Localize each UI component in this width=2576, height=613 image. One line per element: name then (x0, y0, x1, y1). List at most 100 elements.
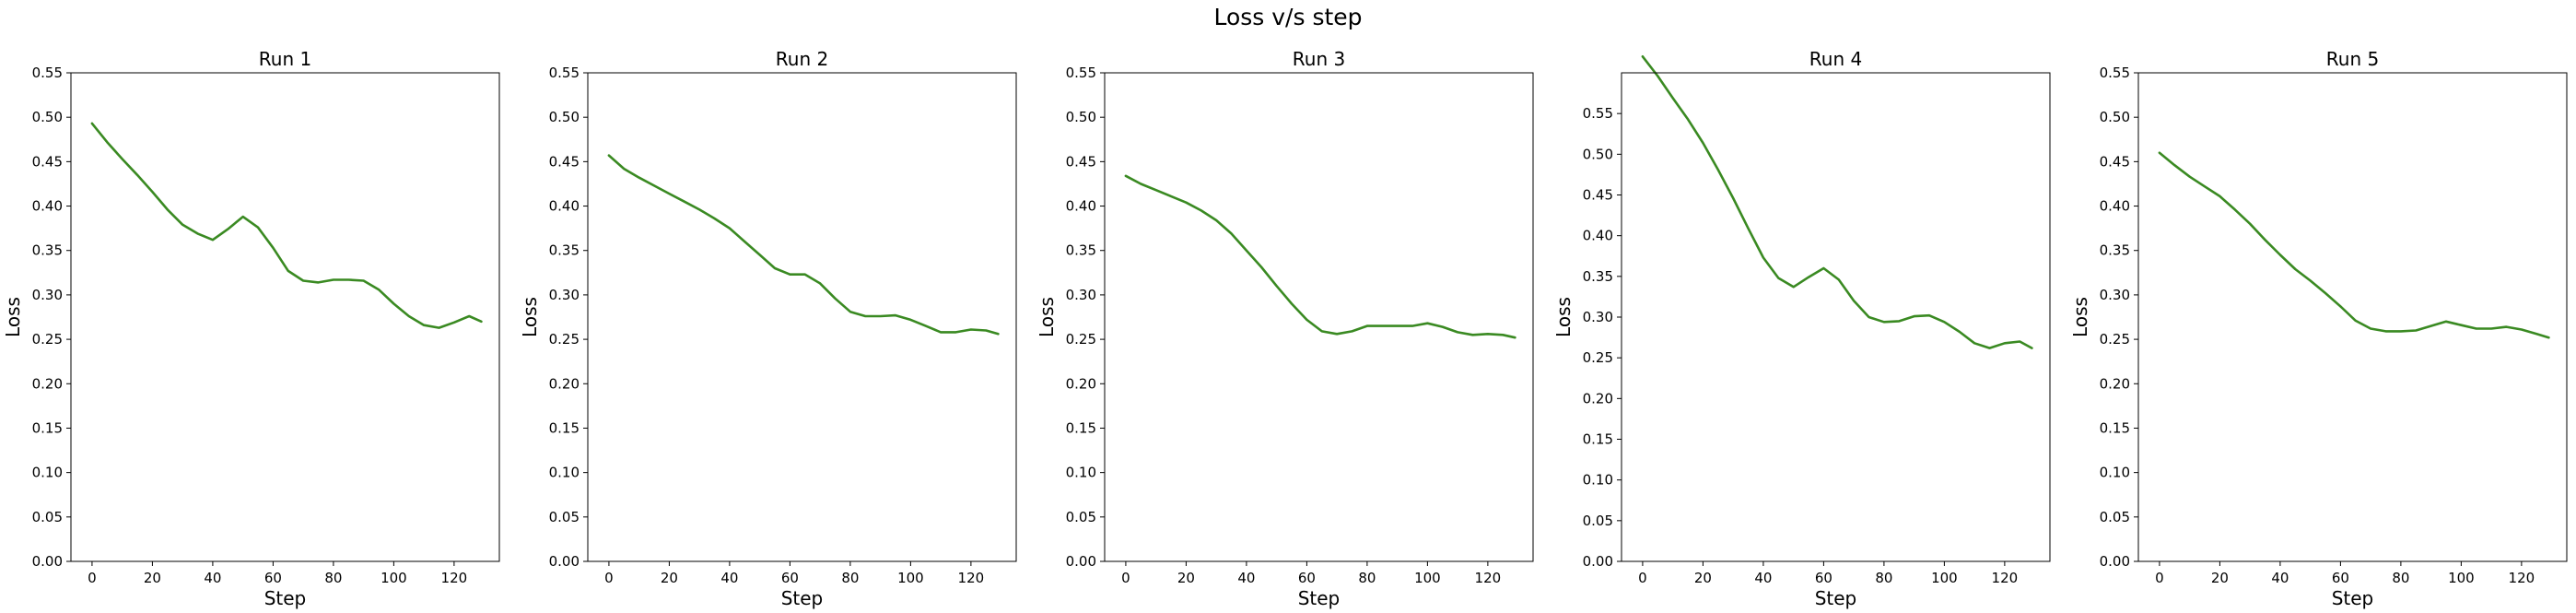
y-tick-label: 0.10 (1066, 465, 1096, 481)
x-axis-label: Step (1815, 587, 1857, 609)
subplot-run-5: Run 5 0.00 0.05 0.10 0.15 0.20 0.25 0.30 0.35 0.4… (2069, 48, 2568, 609)
y-tick-label: 0.45 (1583, 187, 1613, 204)
y-tick-label: 0.15 (32, 419, 63, 436)
x-tick-label: 60 (264, 570, 282, 586)
y-tick-label: 0.00 (1066, 553, 1096, 570)
y-tick-label: 0.15 (1583, 431, 1613, 448)
x-tick-label: 0 (604, 570, 614, 586)
loss-series-line (1641, 54, 2033, 349)
x-tick-label: 40 (204, 570, 221, 586)
x-tick-label: 120 (2509, 570, 2535, 586)
x-tick-label: 80 (841, 570, 859, 586)
y-tick-label: 0.35 (32, 242, 63, 259)
x-tick-label: 40 (1754, 570, 1772, 586)
y-tick-label: 0.35 (2100, 242, 2130, 259)
subplot-grid: Run 1 0.00 0.05 0.10 0.15 0.20 0.25 0.30 0.35 0.4… (2, 48, 2568, 609)
y-tick-label: 0.20 (549, 375, 580, 392)
y-tick-label: 0.30 (1066, 287, 1096, 303)
y-tick-label: 0.55 (1583, 105, 1613, 122)
y-tick-label: 0.30 (2100, 287, 2130, 303)
y-tick-label: 0.00 (549, 553, 580, 570)
y-tick-label: 0.45 (549, 153, 580, 170)
y-tick-label: 0.05 (549, 509, 580, 525)
y-tick-label: 0.00 (1583, 553, 1613, 570)
x-tick-label: 60 (781, 570, 799, 586)
x-tick-label: 120 (1992, 570, 2019, 586)
x-tick-label: 40 (1237, 570, 1255, 586)
loss-series-line (1124, 174, 1516, 339)
x-tick-label: 40 (720, 570, 738, 586)
y-tick-label: 0.45 (32, 153, 63, 170)
y-tick-label: 0.25 (32, 331, 63, 348)
subplot-title: Run 2 (776, 48, 828, 70)
y-tick-label: 0.35 (549, 242, 580, 259)
subplot-title: Run 4 (1809, 48, 1862, 70)
y-tick-label: 0.30 (549, 287, 580, 303)
x-tick-label: 80 (1875, 570, 1892, 586)
y-tick-label: 0.25 (2100, 331, 2130, 348)
y-tick-label: 0.35 (1583, 268, 1613, 285)
x-tick-label: 0 (1638, 570, 1647, 586)
x-axis-label: Step (1298, 587, 1341, 609)
figure-title: Loss v/s step (1213, 4, 1362, 30)
y-tick-label: 0.35 (1066, 242, 1096, 259)
x-axis-label: Step (264, 587, 307, 609)
y-tick-label: 0.50 (549, 109, 580, 125)
loss-series-line (2158, 151, 2550, 339)
x-tick-label: 120 (958, 570, 985, 586)
y-tick-label: 0.40 (2100, 198, 2130, 215)
subplot-title: Run 3 (1293, 48, 1345, 70)
y-tick-label: 0.55 (1066, 65, 1096, 81)
x-tick-label: 60 (2332, 570, 2349, 586)
x-tick-label: 80 (1358, 570, 1376, 586)
y-axis-label: Loss (519, 297, 541, 337)
x-tick-label: 0 (1121, 570, 1130, 586)
x-tick-label: 100 (381, 570, 407, 586)
y-tick-label: 0.20 (32, 375, 63, 392)
x-tick-label: 60 (1815, 570, 1832, 586)
y-tick-label: 0.50 (32, 109, 63, 125)
axes-frame (587, 72, 1017, 562)
y-tick-label: 0.30 (1583, 309, 1613, 325)
y-tick-label: 0.05 (1583, 513, 1613, 529)
x-axis-label: Step (2332, 587, 2374, 609)
y-tick-label: 0.10 (549, 465, 580, 481)
x-tick-label: 120 (1475, 570, 1502, 586)
x-tick-label: 60 (1298, 570, 1316, 586)
y-tick-label: 0.50 (1583, 146, 1613, 162)
y-tick-label: 0.00 (2100, 553, 2130, 570)
axes-frame (2137, 72, 2568, 562)
y-tick-label: 0.45 (1066, 153, 1096, 170)
x-tick-label: 20 (144, 570, 161, 586)
x-tick-label: 20 (2211, 570, 2229, 586)
x-tick-label: 20 (661, 570, 678, 586)
y-tick-label: 0.45 (2100, 153, 2130, 170)
y-tick-label: 0.25 (549, 331, 580, 348)
axes-frame (1621, 72, 2051, 562)
y-tick-label: 0.15 (1066, 419, 1096, 436)
y-tick-label: 0.05 (32, 509, 63, 525)
x-tick-label: 20 (1177, 570, 1195, 586)
x-tick-label: 0 (2155, 570, 2164, 586)
x-tick-label: 100 (897, 570, 924, 586)
y-tick-label: 0.40 (1066, 198, 1096, 215)
y-axis-label: Loss (2069, 297, 2091, 337)
y-tick-label: 0.55 (549, 65, 580, 81)
y-tick-label: 0.40 (549, 198, 580, 215)
y-tick-label: 0.20 (2100, 375, 2130, 392)
y-tick-label: 0.15 (2100, 419, 2130, 436)
y-tick-label: 0.20 (1066, 375, 1096, 392)
y-axis-label: Loss (2, 297, 24, 337)
y-tick-label: 0.25 (1583, 349, 1613, 366)
subplot-title: Run 5 (2326, 48, 2379, 70)
x-tick-label: 100 (1931, 570, 1958, 586)
y-tick-label: 0.00 (32, 553, 63, 570)
y-tick-label: 0.15 (549, 419, 580, 436)
subplot-title: Run 1 (259, 48, 311, 70)
y-tick-label: 0.10 (1583, 472, 1613, 489)
x-tick-label: 40 (2271, 570, 2289, 586)
y-tick-label: 0.20 (1583, 390, 1613, 407)
y-tick-label: 0.05 (1066, 509, 1096, 525)
y-tick-label: 0.40 (1583, 228, 1613, 244)
